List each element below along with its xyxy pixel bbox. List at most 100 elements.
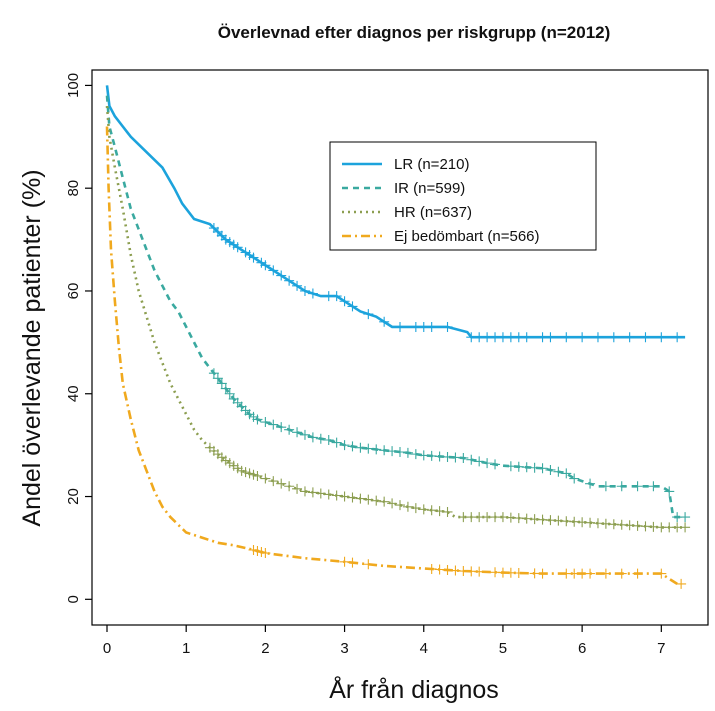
y-tick-label: 60 (65, 283, 82, 300)
censor-mark (545, 332, 556, 343)
censor-mark (240, 247, 251, 258)
censor-mark (426, 321, 437, 332)
censor-mark (256, 547, 267, 558)
censor-mark (347, 557, 358, 568)
series-line (105, 95, 686, 519)
censor-mark (553, 466, 564, 477)
censor-mark (248, 544, 259, 555)
censor-mark (640, 332, 651, 343)
censor-mark (228, 239, 239, 250)
x-axis-title: År från diagnos (329, 674, 499, 704)
censor-mark (577, 332, 588, 343)
legend-box (329, 141, 597, 251)
series-2 (105, 105, 691, 533)
censor-mark (292, 280, 303, 291)
censor-mark (299, 285, 310, 296)
x-tick-label: 7 (657, 640, 665, 657)
censor-mark (387, 498, 398, 509)
censor-mark (284, 424, 295, 435)
censor-mark (458, 452, 469, 463)
y-tick-label: 100 (65, 73, 82, 98)
censor-mark (418, 504, 429, 515)
censor-mark (315, 488, 326, 499)
x-tick-label: 3 (340, 640, 348, 657)
censor-mark (260, 473, 271, 484)
censor-mark (208, 368, 219, 379)
censor-mark (656, 332, 667, 343)
censor-mark (371, 444, 382, 455)
censor-mark (656, 568, 667, 579)
censor-mark (608, 332, 619, 343)
censor-mark (347, 301, 358, 312)
censor-mark (434, 506, 445, 517)
censor-mark (442, 506, 453, 517)
censor-mark (252, 470, 263, 481)
censor-mark (252, 546, 263, 556)
censor-mark (474, 566, 485, 577)
censor-mark (410, 449, 421, 460)
censor-mark (248, 252, 259, 263)
censor-mark (616, 481, 627, 492)
censor-mark (260, 548, 271, 559)
censor-mark (276, 478, 287, 489)
censor-mark (402, 447, 413, 458)
censor-mark (268, 476, 279, 487)
censor-mark (307, 288, 318, 299)
censor-mark (585, 478, 596, 489)
censor-mark (299, 429, 310, 440)
censor-mark (474, 456, 485, 467)
censor-mark (379, 496, 390, 507)
x-tick-label: 6 (578, 640, 586, 657)
censor-mark (268, 265, 279, 276)
censor-mark (347, 441, 358, 452)
censor-mark (402, 501, 413, 512)
censor-mark (363, 494, 374, 505)
censor-mark (228, 460, 239, 471)
censor-mark (569, 473, 580, 484)
legend-label: LR (n=210) (394, 156, 469, 173)
censor-mark (600, 481, 611, 492)
x-tick-label: 5 (499, 640, 507, 657)
y-axis-title: Andel överlevande patienter (%) (18, 169, 46, 526)
censor-mark (363, 443, 374, 454)
censor-mark (466, 454, 477, 465)
censor-mark (664, 486, 675, 497)
censor-mark (224, 458, 235, 469)
censor-mark (592, 332, 603, 343)
legend-label: IR (n=599) (394, 180, 465, 197)
censor-mark (256, 257, 267, 268)
censor-mark (600, 568, 611, 579)
x-tick-label: 1 (182, 640, 190, 657)
censor-mark (339, 440, 350, 451)
legend: LR (n=210) IR (n=599) HR (n=637) Ej bedömba… (329, 141, 597, 251)
censor-mark (426, 505, 437, 516)
censor-mark (442, 321, 453, 332)
censor-mark (315, 433, 326, 444)
censor-mark (276, 270, 287, 281)
censor-mark (395, 500, 405, 511)
censor-mark (284, 275, 295, 286)
censor-mark (224, 388, 235, 399)
censor-mark (323, 489, 334, 500)
censor-mark (513, 567, 524, 578)
censor-mark (240, 467, 251, 478)
censor-mark (632, 568, 643, 579)
censor-mark (260, 260, 271, 271)
censor-mark (252, 414, 263, 425)
censor-mark (248, 411, 259, 422)
censor-mark (355, 442, 366, 453)
y-tick-label: 80 (65, 180, 82, 197)
legend-label: Ej bedömbart (n=566) (394, 228, 540, 245)
censor-mark (284, 481, 295, 492)
censor-mark (331, 437, 342, 448)
censor-mark (561, 332, 572, 343)
censor-mark (537, 463, 548, 474)
censor-mark (339, 491, 350, 502)
censor-mark (220, 383, 231, 394)
x-tick-label: 2 (261, 640, 269, 657)
censor-mark (339, 556, 350, 567)
censor-mark (347, 492, 358, 503)
legend-label: HR (n=637) (394, 204, 472, 221)
censor-mark (268, 419, 279, 430)
censor-mark (379, 316, 390, 327)
